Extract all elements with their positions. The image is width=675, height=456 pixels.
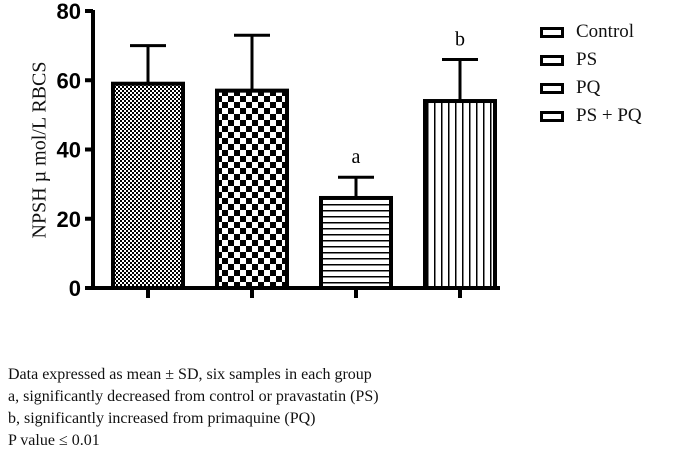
legend-swatch (540, 26, 564, 38)
bars: ab (111, 28, 497, 291)
note-line: Data expressed as mean ± SD, six samples… (8, 366, 372, 383)
note-line: a, significantly decreased from control … (8, 388, 379, 405)
note-line: P value ≤ 0.01 (8, 432, 100, 449)
legend-item: PQ (540, 74, 642, 102)
bar-pq (319, 195, 393, 291)
bar-ps (215, 88, 289, 290)
bar-ps-pq (423, 99, 497, 291)
legend-swatch (540, 110, 564, 122)
significance-label: a (352, 146, 361, 168)
legend-item: PS + PQ (540, 102, 642, 130)
y-tick-label: 60 (57, 68, 81, 93)
y-tick-label: 40 (57, 138, 81, 163)
significance-label: b (455, 28, 465, 50)
y-tick-label: 0 (69, 276, 81, 301)
legend-item: PS (540, 46, 642, 74)
bar-control (111, 81, 185, 291)
legend-item: Control (540, 18, 642, 46)
legend-swatch (540, 82, 564, 94)
legend-swatch (540, 54, 564, 66)
y-tick-label: 80 (57, 0, 81, 24)
y-tick-label: 20 (57, 207, 81, 232)
y-axis-label: NPSH µ mol/L RBCS (28, 61, 51, 239)
note-line: b, significantly increased from primaqui… (8, 410, 316, 427)
legend: Control PS PQ PS + PQ (540, 18, 642, 130)
figure-notes: Data expressed as mean ± SD, six samples… (8, 364, 379, 452)
